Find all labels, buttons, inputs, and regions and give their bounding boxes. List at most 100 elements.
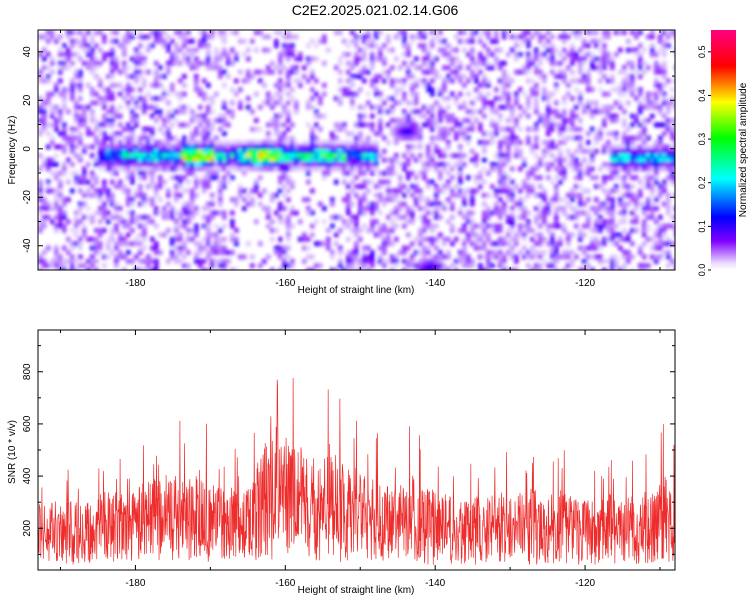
heatmap-cell	[90, 69, 95, 75]
heatmap-cell	[38, 223, 43, 229]
heatmap-cell	[198, 179, 203, 185]
heatmap-cell	[226, 258, 231, 264]
heatmap-cell	[358, 56, 363, 62]
heatmap-cell	[502, 104, 507, 110]
heatmap-cell	[234, 52, 239, 57]
heatmap-cell	[646, 263, 651, 269]
heatmap-cell	[530, 148, 535, 154]
heatmap-cell	[138, 148, 143, 154]
heatmap-cell	[638, 153, 643, 159]
heatmap-cell	[642, 241, 647, 247]
heatmap-cell	[646, 206, 651, 211]
heatmap-cell	[178, 223, 183, 229]
heatmap-cell	[642, 201, 647, 207]
heatmap-cell	[558, 166, 563, 172]
heatmap-cell	[42, 34, 47, 40]
heatmap-cell	[490, 65, 495, 71]
heatmap-cell	[158, 153, 163, 159]
heatmap-cell	[562, 197, 567, 203]
heatmap-cell	[654, 254, 659, 260]
heatmap-cell	[366, 258, 371, 264]
heatmap-cell	[362, 65, 367, 71]
heatmap-cell	[334, 148, 339, 154]
heatmap-cell	[130, 126, 135, 132]
heatmap-y-label: Frequency (Hz)	[7, 116, 18, 185]
heatmap-cell	[286, 254, 291, 260]
heatmap-cell	[470, 34, 475, 40]
heatmap-cell	[402, 91, 407, 97]
heatmap-cell	[482, 201, 487, 207]
heatmap-cell	[298, 153, 303, 159]
heatmap-cell	[442, 153, 447, 159]
heatmap-cell	[358, 140, 363, 145]
heatmap-cell	[402, 109, 407, 115]
heatmap-cell	[78, 153, 83, 159]
heatmap-cell	[134, 100, 139, 106]
heatmap-cell	[134, 236, 139, 242]
heatmap-cell	[614, 148, 619, 154]
heatmap-cell	[554, 47, 559, 53]
heatmap-cell	[218, 250, 223, 255]
heatmap-cell	[670, 241, 675, 247]
heatmap-cell	[114, 38, 119, 44]
heatmap-cell	[98, 228, 103, 233]
heatmap-cell	[66, 56, 71, 62]
heatmap-cell	[38, 228, 43, 233]
heatmap-cell	[78, 78, 83, 84]
heatmap-cell	[438, 91, 443, 97]
heatmap-cell	[318, 38, 323, 44]
heatmap-cell	[542, 148, 547, 154]
heatmap-cell	[582, 258, 587, 264]
heatmap-cell	[562, 206, 567, 211]
heatmap-cell	[590, 38, 595, 44]
heatmap-cell	[182, 135, 187, 141]
heatmap-cell	[602, 223, 607, 229]
heatmap-cell	[226, 140, 231, 145]
heatmap-cell	[662, 179, 667, 185]
heatmap-cell	[194, 144, 199, 150]
heatmap-cell	[230, 166, 235, 172]
heatmap-cell	[314, 144, 319, 150]
heatmap-cell	[486, 206, 491, 211]
heatmap-cell	[150, 197, 155, 203]
heatmap-cell	[202, 153, 207, 159]
heatmap-cell	[330, 162, 335, 167]
heatmap-cell	[666, 236, 671, 242]
heatmap-cell	[338, 166, 343, 172]
heatmap-cell	[218, 228, 223, 233]
heatmap-cell	[70, 78, 75, 84]
heatmap-cell	[430, 162, 435, 167]
heatmap-cell	[238, 38, 243, 44]
heatmap-cell	[226, 162, 231, 167]
heatmap-cell	[422, 78, 427, 84]
heatmap-cell	[110, 144, 115, 150]
heatmap-cell	[142, 166, 147, 172]
heatmap-cell	[594, 210, 599, 216]
heatmap-cell	[98, 148, 103, 154]
heatmap-cell	[66, 135, 71, 141]
heatmap-cell	[114, 245, 119, 251]
heatmap-cell	[274, 157, 279, 163]
heatmap-cell	[246, 96, 251, 101]
heatmap-cell	[498, 206, 503, 211]
heatmap-cell	[586, 100, 591, 106]
heatmap-cell	[382, 197, 387, 203]
heatmap-cell	[138, 241, 143, 247]
heatmap-cell	[54, 267, 59, 270]
heatmap-cell	[294, 100, 299, 106]
heatmap-cell	[566, 232, 571, 238]
heatmap-cell	[58, 78, 63, 84]
heatmap-cell	[174, 118, 179, 123]
heatmap-cell	[638, 148, 643, 154]
heatmap-cell	[62, 87, 67, 93]
heatmap-cell	[282, 153, 287, 159]
colorbar-tick-label: 0.4	[697, 89, 707, 102]
heatmap-cell	[78, 56, 83, 62]
heatmap-cell	[610, 206, 615, 211]
heatmap-cell	[338, 245, 343, 251]
heatmap-cell	[390, 241, 395, 247]
heatmap-cell	[162, 43, 167, 49]
heatmap-cell	[590, 87, 595, 93]
heatmap-cell	[190, 157, 195, 163]
heatmap-cell	[222, 179, 227, 185]
